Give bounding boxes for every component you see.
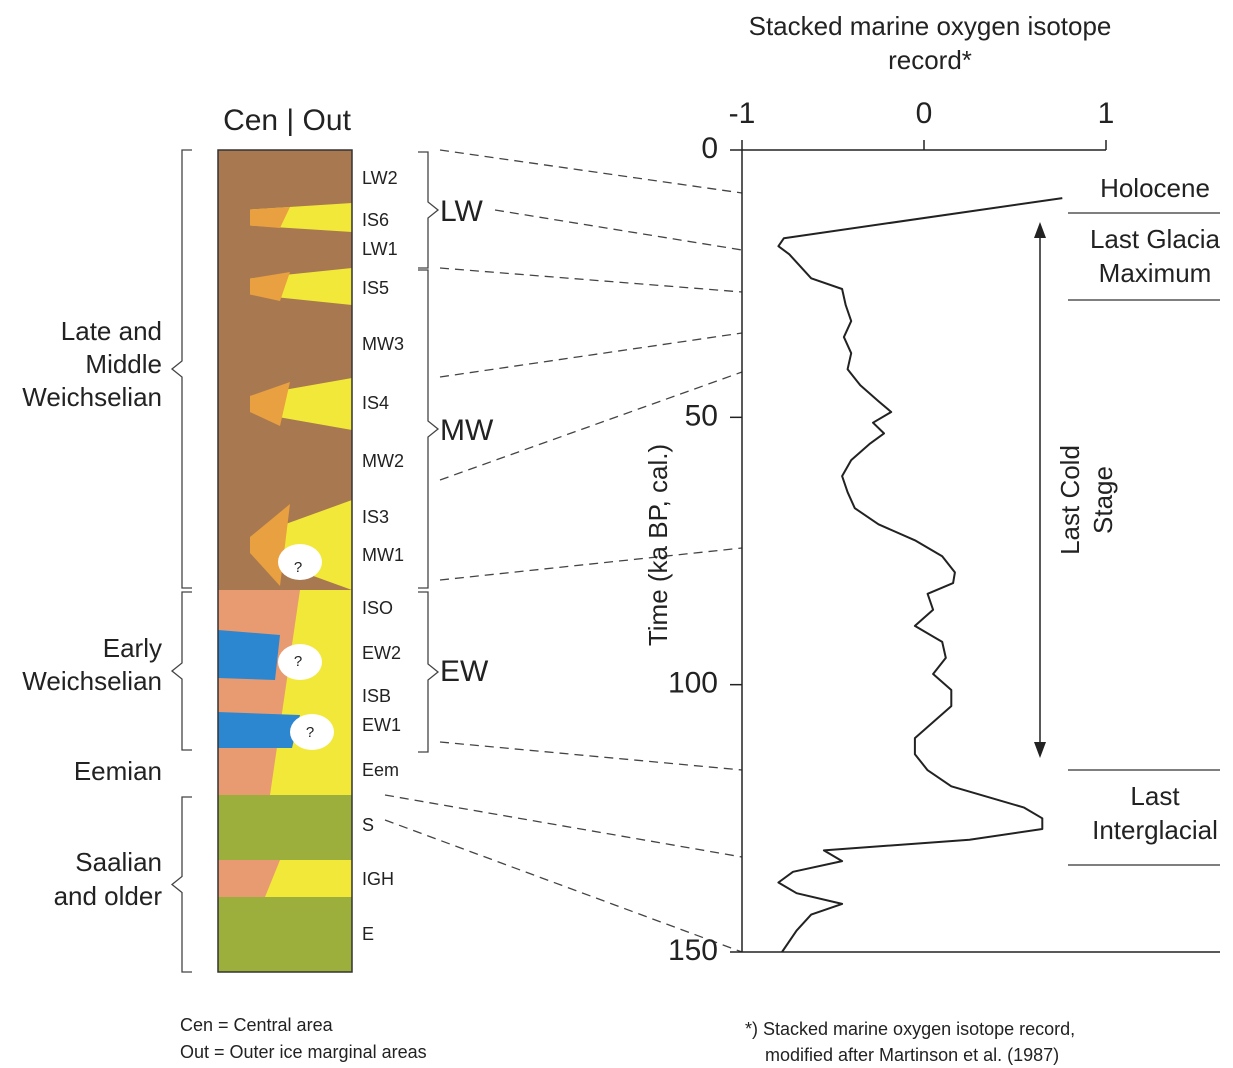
cold-stage-label: Last Cold bbox=[1055, 445, 1085, 555]
correlation-line bbox=[495, 210, 742, 250]
stage-label: Interglacial bbox=[1092, 815, 1218, 845]
brace bbox=[418, 592, 438, 752]
correlation-line bbox=[440, 268, 742, 292]
unknown-mark: ? bbox=[294, 653, 302, 670]
title-line: record* bbox=[888, 45, 972, 75]
axis-label: Time (ka BP, cal.) bbox=[643, 444, 673, 646]
brace bbox=[172, 797, 192, 972]
period-label: Saalian bbox=[75, 847, 162, 877]
brace bbox=[172, 150, 192, 588]
unit-label: E bbox=[362, 924, 374, 944]
stage-label: Holocene bbox=[1100, 173, 1210, 203]
isotope-curve bbox=[778, 198, 1062, 952]
group-label: EW bbox=[440, 655, 489, 688]
column-layer bbox=[218, 897, 352, 972]
x-tick-label: 0 bbox=[916, 97, 933, 130]
period-label: Middle bbox=[85, 349, 162, 379]
correlation-line bbox=[440, 150, 742, 193]
period-label: Early bbox=[103, 633, 162, 663]
title-line: Stacked marine oxygen isotope bbox=[749, 11, 1112, 41]
cold-stage-label: Stage bbox=[1088, 466, 1118, 534]
x-tick-label: -1 bbox=[729, 97, 756, 130]
correlation-line bbox=[440, 548, 742, 580]
brace bbox=[418, 270, 438, 588]
x-tick-label: 1 bbox=[1098, 97, 1115, 130]
arrow-head bbox=[1034, 222, 1046, 238]
legend-note: Cen = Central area bbox=[180, 1015, 334, 1035]
unit-label: EW2 bbox=[362, 643, 401, 663]
unit-label: LW2 bbox=[362, 168, 398, 188]
unit-label: Eem bbox=[362, 760, 399, 780]
unit-label: MW1 bbox=[362, 545, 404, 565]
column-header: Cen | Out bbox=[223, 104, 352, 137]
correlation-line bbox=[385, 820, 742, 952]
arrow-head bbox=[1034, 742, 1046, 758]
brace bbox=[172, 592, 192, 750]
column-layer bbox=[218, 630, 280, 680]
unknown-mark: ? bbox=[306, 724, 314, 741]
period-label: Weichselian bbox=[22, 382, 162, 412]
unit-label: EW1 bbox=[362, 715, 401, 735]
y-tick-label: 0 bbox=[701, 132, 718, 165]
y-tick-label: 50 bbox=[685, 399, 718, 432]
figure: Cen | Out???LW2IS6LW1IS5MW3IS4MW2IS3MW1I… bbox=[0, 0, 1233, 1068]
stage-label: Last bbox=[1130, 781, 1180, 811]
unit-label: IGH bbox=[362, 869, 394, 889]
unit-label: IS3 bbox=[362, 507, 389, 527]
period-label: and older bbox=[54, 881, 163, 911]
unit-label: IS4 bbox=[362, 393, 389, 413]
correlation-line bbox=[440, 333, 742, 377]
chart-title: Stacked marine oxygen isotope record* bbox=[749, 11, 1112, 75]
group-label: MW bbox=[440, 414, 494, 447]
unit-label: S bbox=[362, 815, 374, 835]
brace bbox=[418, 152, 438, 268]
unit-label: LW1 bbox=[362, 239, 398, 259]
unit-label: ISO bbox=[362, 598, 393, 618]
period-label: Weichselian bbox=[22, 666, 162, 696]
unit-label: MW3 bbox=[362, 334, 404, 354]
unit-label: IS6 bbox=[362, 210, 389, 230]
column-layer bbox=[218, 712, 300, 748]
unit-label: IS5 bbox=[362, 278, 389, 298]
legend-note: Out = Outer ice marginal areas bbox=[180, 1042, 427, 1062]
group-label: LW bbox=[440, 195, 483, 228]
stage-label: Last Glacia bbox=[1090, 224, 1221, 254]
y-tick-label: 100 bbox=[668, 667, 718, 700]
footnote: *) Stacked marine oxygen isotope record, bbox=[745, 1019, 1075, 1039]
correlation-line bbox=[440, 742, 742, 770]
y-tick-label: 150 bbox=[668, 934, 718, 967]
period-label: Eemian bbox=[74, 756, 162, 786]
unit-label: MW2 bbox=[362, 451, 404, 471]
unknown-mark: ? bbox=[294, 559, 302, 576]
unit-label: ISB bbox=[362, 686, 391, 706]
period-label: Late and bbox=[61, 316, 162, 346]
column-layer bbox=[218, 795, 352, 860]
stage-label: Maximum bbox=[1099, 258, 1212, 288]
correlation-line bbox=[385, 795, 742, 857]
footnote: modified after Martinson et al. (1987) bbox=[765, 1045, 1059, 1065]
